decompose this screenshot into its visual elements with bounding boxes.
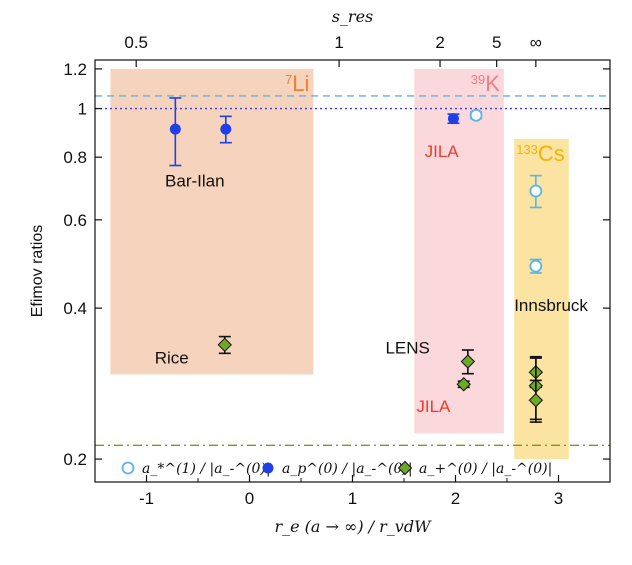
annotation-bar-ilan: Bar-Ilan bbox=[165, 171, 225, 190]
reference-lines-layer bbox=[95, 95, 610, 447]
legend-item-label: a_+^(0) / |a_-^(0)| bbox=[419, 461, 552, 477]
region-label-element: K bbox=[485, 71, 500, 96]
y-tick-label: 0.4 bbox=[63, 299, 87, 318]
x-tick-label: 3 bbox=[554, 489, 563, 508]
data-point-open-circle bbox=[469, 108, 483, 122]
legend-item-label: a_p^(0) / |a_-^(0)| bbox=[282, 461, 413, 477]
legend-item-label: a_*^(1) / |a_-^(0)| bbox=[142, 461, 271, 477]
top-tick-label: 2 bbox=[435, 33, 444, 52]
legend-layer: a_*^(1) / |a_-^(0)| a_p^(0) / |a_-^(0)| a_… bbox=[121, 460, 552, 477]
legend-marker-diamond bbox=[397, 460, 413, 476]
region-label-k: 39K bbox=[471, 71, 500, 96]
top-tick-label: 1 bbox=[334, 33, 343, 52]
data-point-filled-circle bbox=[447, 113, 459, 125]
region-label-li: 7Li bbox=[285, 71, 309, 96]
region-li bbox=[110, 68, 314, 375]
x-tick-label: 2 bbox=[451, 489, 460, 508]
annotation-innsbruck: Innsbruck bbox=[514, 296, 588, 315]
top-axis-title: s_res bbox=[332, 7, 374, 26]
annotation-rice: Rice bbox=[155, 349, 189, 368]
x-axis-title: r_e (a → ∞) / r_vdW bbox=[274, 517, 432, 536]
region-label-element: Li bbox=[292, 71, 309, 96]
top-tick-label: 0.5 bbox=[124, 33, 148, 52]
legend-marker-open-circle bbox=[121, 461, 135, 475]
y-tick-label: 0.8 bbox=[63, 148, 87, 167]
y-tick-label: 0.6 bbox=[63, 211, 87, 230]
data-point-open-circle bbox=[529, 259, 543, 273]
data-point-diamond bbox=[456, 377, 471, 392]
region-k bbox=[414, 68, 504, 434]
axes-layer: -1 0 1 2 3 0.2 0.4 0.6 0.8 1 1.2 0.5 1 2 5 ∞ r_e (a → ∞)… bbox=[29, 7, 611, 536]
x-tick-label: -1 bbox=[139, 489, 154, 508]
data-point-diamond bbox=[217, 337, 232, 353]
y-tick-label: 0.2 bbox=[63, 450, 87, 469]
region-label-element: Cs bbox=[538, 141, 565, 166]
y-tick-label: 1 bbox=[78, 100, 87, 119]
legend-marker-filled-circle bbox=[262, 462, 274, 474]
data-point-filled-circle bbox=[169, 123, 181, 135]
labels-layer: 7Li 39K 133Cs Bar-Ilan Rice LENS JILA JILA Innsb… bbox=[155, 71, 589, 416]
marks-layer bbox=[169, 97, 544, 423]
data-point-open-circle bbox=[529, 184, 543, 198]
region-label-superscript: 7 bbox=[285, 71, 292, 86]
annotation-lens: LENS bbox=[385, 338, 429, 357]
data-point-diamond bbox=[460, 354, 476, 369]
top-tick-label: 5 bbox=[492, 33, 501, 52]
region-label-superscript: 39 bbox=[471, 71, 485, 86]
annotation-jila: JILA bbox=[416, 397, 451, 416]
top-tick-label: ∞ bbox=[530, 33, 542, 52]
annotation-jila: JILA bbox=[425, 142, 460, 161]
data-point-filled-circle bbox=[220, 123, 232, 135]
region-label-superscript: 133 bbox=[516, 141, 538, 156]
x-tick-label: 0 bbox=[245, 489, 254, 508]
region-label-cs: 133Cs bbox=[516, 141, 565, 166]
y-tick-label: 1.2 bbox=[63, 60, 87, 79]
data-point-diamond bbox=[528, 393, 544, 408]
y-axis-title: Efimov ratios bbox=[29, 225, 46, 317]
regions-layer bbox=[110, 68, 569, 460]
x-tick-label: 1 bbox=[348, 489, 357, 508]
